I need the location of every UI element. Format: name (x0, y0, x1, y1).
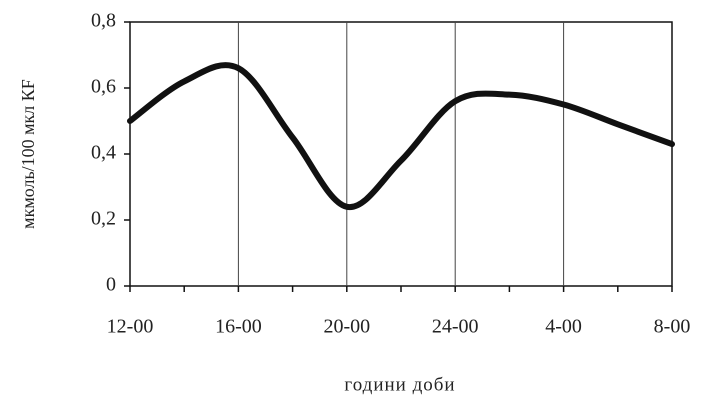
y-axis-label: мкмоль/100 мкл КF (18, 79, 38, 229)
plot-frame (129, 21, 673, 287)
y-tick-label: 0 (106, 274, 116, 296)
x-tick-label: 4-00 (545, 316, 582, 338)
line-series (127, 62, 675, 210)
y-tick-label: 0,2 (91, 208, 116, 230)
x-tick-label: 8-00 (654, 316, 691, 338)
y-tick-label: 0,8 (91, 10, 116, 32)
y-tick-label: 0,4 (91, 142, 116, 164)
x-tick-label: 20-00 (323, 316, 370, 338)
x-axis-label: години доби (344, 374, 455, 395)
x-tick-label: 24-00 (432, 316, 479, 338)
x-tick-label: 12-00 (107, 316, 154, 338)
x-tick-label: 16-00 (215, 316, 262, 338)
y-tick-label: 0,6 (91, 76, 116, 98)
